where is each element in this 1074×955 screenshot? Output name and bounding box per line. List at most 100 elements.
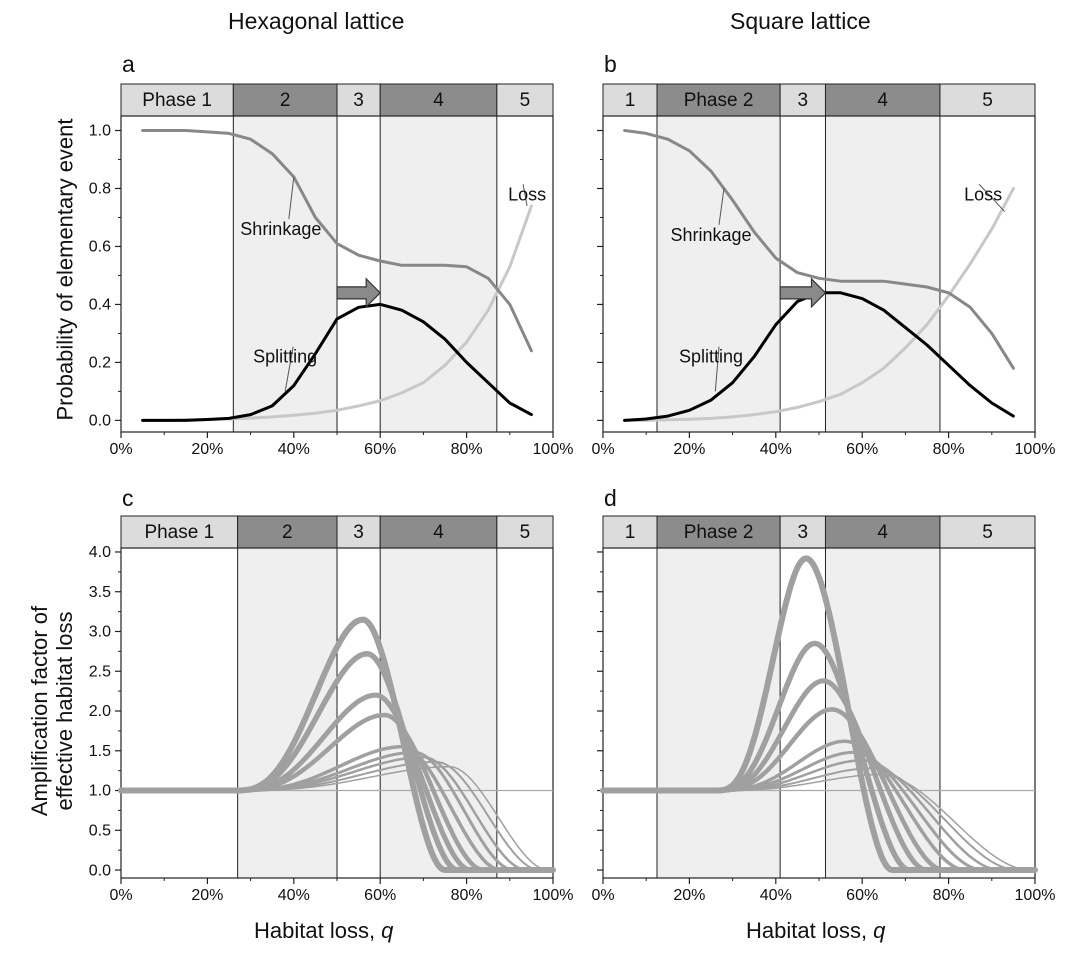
phase-label: 1 xyxy=(625,90,636,111)
annotation-label: Loss xyxy=(508,184,546,204)
shaded-region xyxy=(825,116,940,432)
x-tick-label: 80% xyxy=(933,441,965,458)
phase-band-cell xyxy=(779,83,826,117)
x-tick-label: 40% xyxy=(278,887,310,904)
x-tick-label: 0% xyxy=(109,887,132,904)
y-tick-label: 0.0 xyxy=(89,413,111,430)
panel-a: a Phase 1 2 3 4 5 0% 20% 40% 60% 80% 100% 0.0 0.2 0.4 0… xyxy=(89,51,574,458)
column-title-square: Square lattice xyxy=(730,8,871,34)
phase-band-cell xyxy=(496,515,554,549)
phase-label: 4 xyxy=(433,522,444,543)
amplification-curve xyxy=(120,765,554,871)
y-tick-label: 1.0 xyxy=(89,123,111,140)
phase-band-cell xyxy=(779,515,826,549)
annotation-label: Splitting xyxy=(253,347,317,367)
x-tick-label: 20% xyxy=(673,441,705,458)
y-tick-label: 0.4 xyxy=(89,297,111,314)
x-tick-label: 20% xyxy=(191,887,223,904)
series-line-shrinkage xyxy=(141,129,533,353)
x-tick-label: 60% xyxy=(846,887,878,904)
x-axis-label-right: Habitat loss, q xyxy=(746,918,885,944)
series-line-shrinkage xyxy=(623,129,1015,370)
x-tick-label: 60% xyxy=(364,887,396,904)
phase-band-cell xyxy=(232,83,338,117)
annotation-leader xyxy=(288,176,295,220)
panel-c: c Phase 1 2 3 4 5 0% 20% 40% 60% 80% 100% 0.0 0.5 1.0 1… xyxy=(89,485,574,904)
x-tick-label: 80% xyxy=(933,887,965,904)
x-axis-label-right-var: q xyxy=(873,918,886,943)
x-tick-label: 100% xyxy=(1015,441,1056,458)
amplification-curve xyxy=(602,773,1036,871)
y-tick-label: 1.0 xyxy=(89,783,111,800)
x-axis-label-right-text: Habitat loss, xyxy=(746,918,874,943)
annotation-leader xyxy=(522,184,528,206)
x-tick-label: 60% xyxy=(364,441,396,458)
phase-label: 5 xyxy=(982,522,993,543)
y-tick-label: 0.6 xyxy=(89,239,111,256)
phase-label: 4 xyxy=(877,522,888,543)
phase-band-cell xyxy=(237,515,338,549)
panel-b: b1 Phase 2 3 4 5 0% 20% 40% 60% 80% 100% Shrinkage S… xyxy=(591,51,1055,458)
annotation-leader xyxy=(978,183,1006,213)
x-tick-label: 0% xyxy=(109,441,132,458)
phase-band-cell xyxy=(496,83,554,117)
y-tick-label: 1.5 xyxy=(89,743,111,760)
phase-label: Phase 2 xyxy=(684,90,754,111)
shaded-region xyxy=(233,116,337,432)
phase-label: 3 xyxy=(353,90,364,111)
phase-label: 3 xyxy=(353,522,364,543)
x-tick-label: 20% xyxy=(673,887,705,904)
x-tick-label: 100% xyxy=(1015,887,1056,904)
x-axis-label-left: Habitat loss, q xyxy=(254,918,393,944)
series-line-splitting xyxy=(141,302,533,422)
x-axis-label-left-text: Habitat loss, xyxy=(254,918,382,943)
x-tick-label: 80% xyxy=(451,887,483,904)
x-tick-label: 0% xyxy=(591,441,614,458)
x-tick-label: 80% xyxy=(451,441,483,458)
panel-letter-c: c xyxy=(122,485,134,511)
y-tick-label: 3.0 xyxy=(89,624,111,641)
phase-label: 4 xyxy=(433,90,444,111)
y-tick-label: 4.0 xyxy=(89,544,111,561)
shaded-region xyxy=(657,116,781,432)
y-tick-label: 2.5 xyxy=(89,663,111,680)
annotation-leader xyxy=(714,346,720,392)
phase-label: 5 xyxy=(520,90,531,111)
annotation-label: Shrinkage xyxy=(670,225,751,245)
phase-label: 2 xyxy=(280,90,291,111)
x-tick-label: 0% xyxy=(591,887,614,904)
phase-band-cell xyxy=(824,83,941,117)
annotation-leader xyxy=(284,346,294,392)
phase-label: Phase 1 xyxy=(142,90,212,111)
phase-band-cell xyxy=(656,83,781,117)
y-tick-label: 2.0 xyxy=(89,703,111,720)
x-tick-label: 40% xyxy=(760,887,792,904)
x-tick-label: 40% xyxy=(760,441,792,458)
panel-letter-d: d xyxy=(604,485,617,511)
x-tick-label: 100% xyxy=(533,441,574,458)
phase-label: 5 xyxy=(982,90,993,111)
phase-label: Phase 2 xyxy=(684,522,754,543)
series-line-loss xyxy=(623,187,1015,422)
phase-band-cell xyxy=(656,515,781,549)
y-tick-label: 3.5 xyxy=(89,584,111,601)
phase-band-cell xyxy=(939,515,1036,549)
x-tick-label: 60% xyxy=(846,441,878,458)
phase-label: 5 xyxy=(520,522,531,543)
panel-letter-a: a xyxy=(122,51,135,77)
phase-label: 3 xyxy=(798,522,809,543)
phase-label: Phase 1 xyxy=(144,522,214,543)
annotation-label: Shrinkage xyxy=(240,219,321,239)
panel-d: d1 Phase 2 3 4 5 0% 20% 40% 60% 80% 100% xyxy=(591,485,1055,904)
phase-label: 2 xyxy=(282,522,293,543)
phase-band-cell xyxy=(120,515,239,549)
y-tick-label: 0.8 xyxy=(89,181,111,198)
shift-arrow xyxy=(779,277,827,309)
phase-band-cell xyxy=(602,515,658,549)
phase-label: 4 xyxy=(877,90,888,111)
phase-band-cell xyxy=(824,515,941,549)
column-title-hexagonal: Hexagonal lattice xyxy=(228,8,405,34)
phase-label: 3 xyxy=(798,90,809,111)
annotation-label: Loss xyxy=(964,184,1002,204)
